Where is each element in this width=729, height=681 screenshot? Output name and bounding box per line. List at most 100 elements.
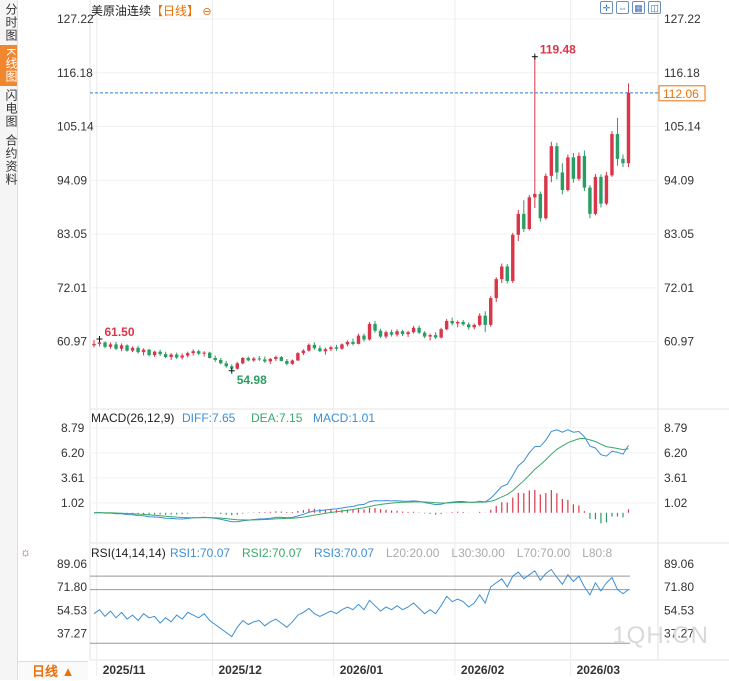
x-tick-label: 2026/02 [461, 663, 505, 677]
period-select-button[interactable]: 日线 ▲ [18, 661, 88, 680]
candle-body [230, 366, 234, 369]
candle-body [604, 175, 609, 204]
candle-body [334, 347, 339, 349]
y-tick-right: 1.02 [664, 496, 688, 510]
candle-body [367, 323, 372, 340]
candle-body [174, 354, 179, 358]
sidebar: 分时图 K线图 闪电图 合约资料 [0, 0, 18, 680]
tab-kline-chart[interactable]: K线图 [0, 45, 18, 87]
circle-minus-icon[interactable]: ⊖ [202, 6, 212, 18]
candle-body [433, 335, 438, 338]
candle-body [180, 355, 184, 358]
candle-body [417, 327, 421, 333]
tab-contract-info[interactable]: 合约资料 [4, 134, 18, 187]
candle-body [285, 360, 289, 364]
y-tick-right: 71.80 [664, 580, 694, 594]
candle-body [356, 335, 361, 344]
candle-body [522, 213, 526, 229]
candle-body [533, 193, 537, 198]
candle-body [362, 335, 366, 340]
candle-body [395, 331, 399, 335]
annotation-label: 54.98 [237, 373, 267, 387]
y-tick-right: 72.01 [664, 281, 694, 295]
candle-body [411, 327, 416, 333]
settings-icon[interactable]: ☼ [20, 545, 31, 559]
y-tick-right: 105.14 [664, 120, 701, 134]
plus-cross-icon[interactable]: ✛ [600, 1, 613, 14]
candle-body [400, 331, 405, 335]
candle-body [422, 332, 427, 337]
rsi-legend-item: RSI2:70.07 [242, 546, 302, 560]
candle-body [263, 359, 267, 362]
axis-labels: 127.22 127.22 116.18 116.18 105.14 105.14 94.0… [57, 12, 701, 677]
instrument-name: 美原油连续 [91, 4, 152, 18]
y-tick-right: 60.97 [664, 335, 694, 349]
candle-body [219, 359, 223, 364]
candle-body [599, 176, 603, 204]
candle-body [147, 349, 151, 356]
grid-icon[interactable]: ▦ [632, 1, 645, 14]
candle-body [130, 347, 135, 351]
candle-body [119, 345, 124, 349]
candle-body [340, 344, 344, 349]
tab-timeshare-chart[interactable]: 分时图 [4, 3, 18, 42]
candle-body [555, 146, 559, 173]
candle-body [274, 357, 278, 359]
candle-body [345, 341, 350, 345]
candle-body [500, 266, 504, 280]
x-tick-label: 2026/03 [577, 663, 621, 677]
y-tick-right: 37.27 [664, 627, 694, 641]
candle-body [610, 134, 614, 176]
candle-body [439, 329, 443, 338]
macd-diff-line [93, 429, 629, 523]
y-tick-left: 94.09 [57, 173, 87, 187]
annotation-label: 61.50 [105, 325, 135, 339]
rsi-legend-item: RSI1:70.07 [170, 546, 230, 560]
candle-body [455, 321, 460, 324]
candle-body [494, 279, 498, 299]
candle-body [235, 363, 239, 369]
candle-body [516, 213, 520, 235]
period-tag[interactable]: 【日线】 [151, 4, 200, 18]
y-tick-right: 54.53 [664, 603, 694, 617]
candle-body [373, 323, 377, 331]
candle-body [279, 357, 284, 361]
chart-grid [89, 0, 729, 676]
y-tick-right: 6.20 [664, 446, 688, 460]
candle-body [582, 155, 587, 188]
y-tick-left: 3.61 [61, 471, 85, 485]
candle-body [213, 357, 217, 360]
candle-body [136, 347, 140, 353]
split-icon[interactable]: ◫ [648, 1, 661, 14]
candle-body [351, 341, 355, 344]
tab-flash-chart[interactable]: 闪电图 [4, 89, 18, 129]
y-tick-left: 37.27 [57, 627, 87, 641]
toolbar: ✛ ⇔ ▦ ◫ [600, 1, 661, 14]
candle-body [428, 335, 432, 337]
y-tick-right: 127.22 [664, 12, 701, 26]
chart-title: 美原油连续【日线】 ⊖ [91, 2, 212, 19]
candlestick-series [92, 56, 631, 371]
candle-body [257, 358, 262, 360]
candle-body [466, 324, 471, 328]
arrows-icon[interactable]: ⇔ [616, 1, 629, 14]
macd-title: MACD(26,12,9) [91, 411, 174, 425]
candle-body [158, 351, 162, 355]
y-tick-left: 1.02 [61, 496, 85, 510]
candle-body [296, 353, 300, 361]
candle-body [301, 350, 306, 354]
candle-body [246, 357, 250, 361]
y-tick-left: 60.97 [57, 335, 87, 349]
candle-body [406, 332, 410, 335]
annotation-label: 119.48 [540, 43, 576, 57]
candle-body [577, 155, 581, 179]
rsi-legend-item: L20:20.00 [386, 546, 440, 560]
watermark: 1QH.CN [612, 622, 709, 649]
x-tick-label: 2025/11 [103, 663, 146, 677]
y-tick-left: 105.14 [57, 120, 94, 134]
candle-body [593, 176, 598, 214]
candle-body [97, 342, 102, 344]
candle-body [472, 324, 476, 328]
candle-body [378, 330, 383, 337]
